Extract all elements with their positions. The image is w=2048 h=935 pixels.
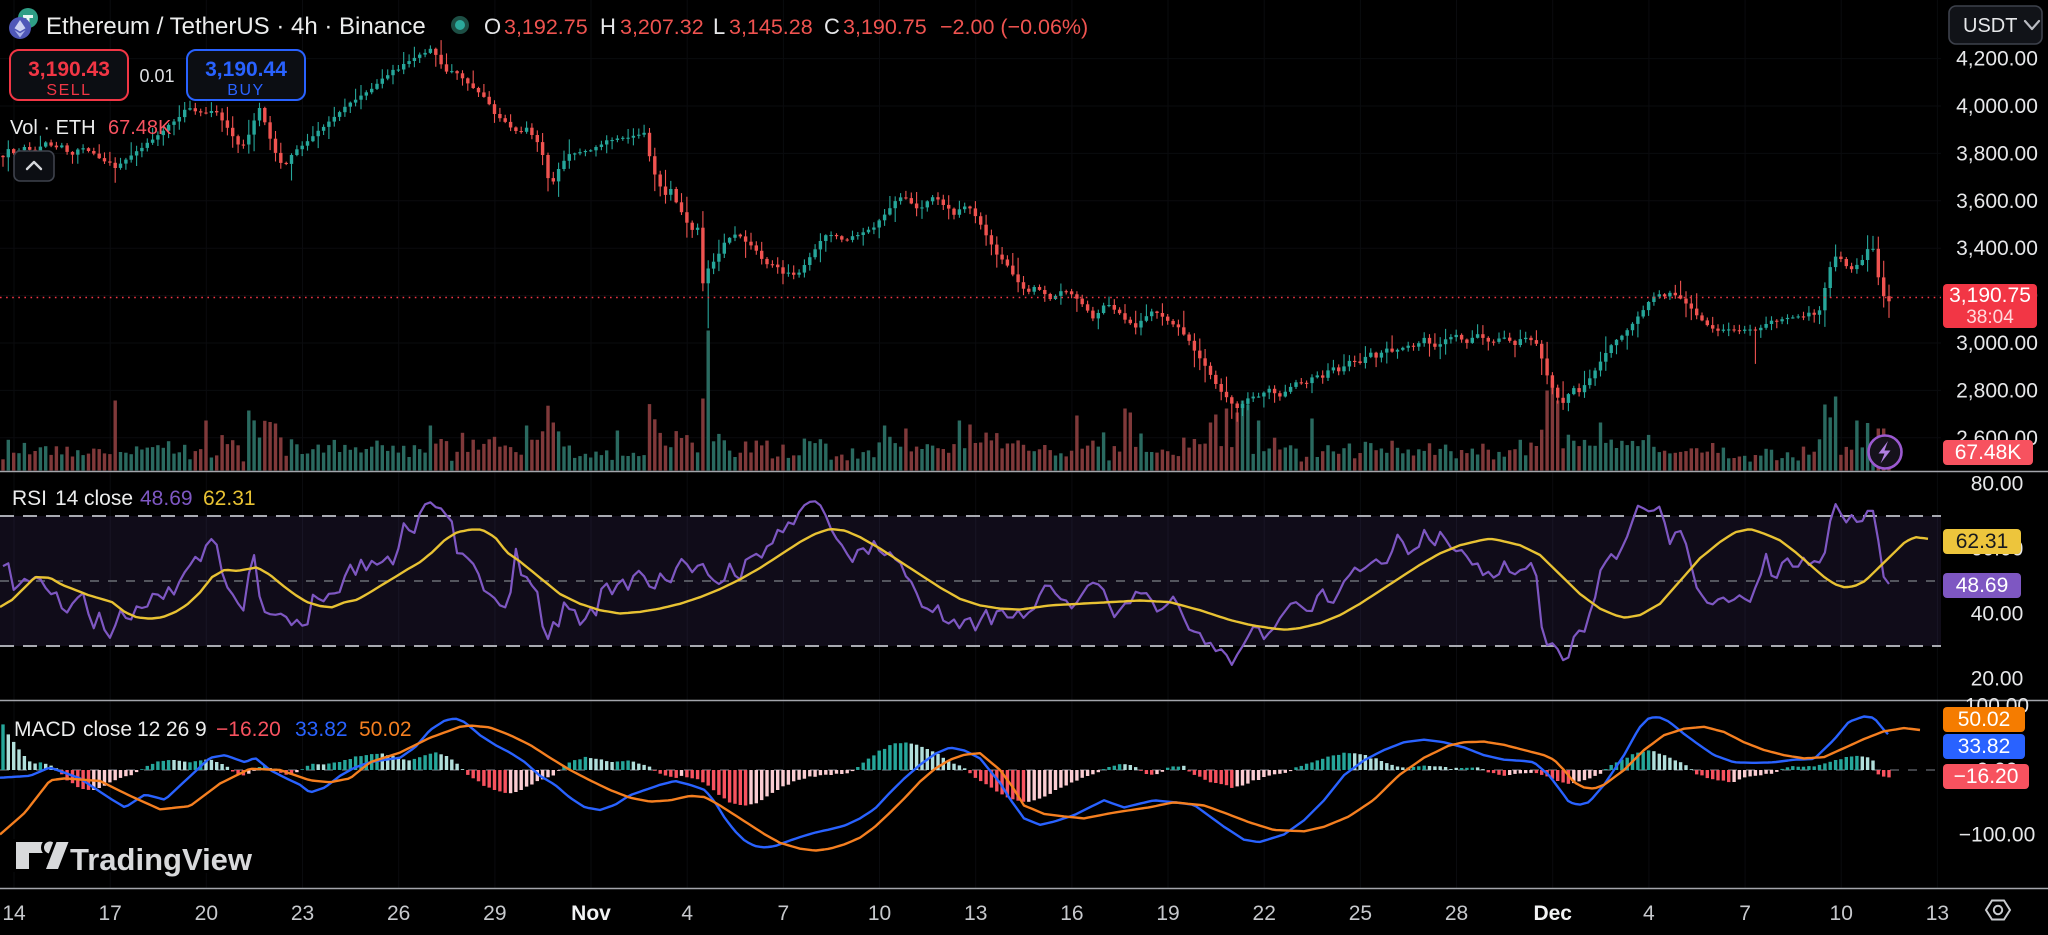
svg-text:2,800.00: 2,800.00 [1956,379,2038,402]
svg-text:26: 26 [166,718,189,741]
svg-text:13: 13 [1926,902,1949,925]
svg-text:17: 17 [98,902,121,925]
svg-text:7: 7 [1739,902,1751,925]
svg-text:67.48K: 67.48K [108,117,172,139]
svg-text:−100.00: −100.00 [1959,824,2036,847]
svg-text:MACD: MACD [14,718,76,741]
svg-text:33.82: 33.82 [295,718,348,741]
svg-text:3,207.32: 3,207.32 [620,15,704,39]
svg-text:12: 12 [137,718,160,741]
svg-text:BUY: BUY [227,82,264,99]
svg-text:4,000.00: 4,000.00 [1956,95,2038,118]
svg-text:SELL: SELL [46,82,91,99]
svg-text:3,190.44: 3,190.44 [205,58,287,81]
svg-text:3,145.28: 3,145.28 [729,15,813,39]
svg-text:48.69: 48.69 [140,487,193,510]
svg-text:50.02: 50.02 [359,718,412,741]
svg-text:22: 22 [1253,902,1276,925]
svg-text:H: H [600,14,616,39]
svg-text:−16.20: −16.20 [1954,765,2019,788]
svg-text:33.82: 33.82 [1958,735,2011,758]
svg-text:7: 7 [778,902,790,925]
svg-text:3,190.43: 3,190.43 [28,58,110,81]
svg-text:4: 4 [681,902,693,925]
svg-text:3,400.00: 3,400.00 [1956,237,2038,260]
svg-text:Vol · ETH: Vol · ETH [10,117,96,139]
svg-text:40.00: 40.00 [1971,603,2024,626]
svg-text:4: 4 [1643,902,1655,925]
svg-text:−2.00 (−0.06%): −2.00 (−0.06%) [940,15,1088,39]
svg-text:62.31: 62.31 [203,487,256,510]
svg-text:O: O [484,14,501,39]
svg-text:29: 29 [483,902,506,925]
svg-text:TradingView: TradingView [70,842,253,877]
svg-text:80.00: 80.00 [1971,473,2024,496]
svg-text:16: 16 [1060,902,1083,925]
svg-text:14: 14 [55,487,79,510]
svg-text:Ethereum / TetherUS · 4h · Bin: Ethereum / TetherUS · 4h · Binance [46,13,426,40]
svg-text:28: 28 [1445,902,1468,925]
svg-text:23: 23 [291,902,314,925]
svg-text:3,190.75: 3,190.75 [843,15,927,39]
svg-text:19: 19 [1156,902,1179,925]
svg-text:3,192.75: 3,192.75 [504,15,588,39]
svg-text:62.31: 62.31 [1956,530,2009,553]
svg-text:20.00: 20.00 [1971,668,2024,691]
svg-text:close: close [84,487,133,510]
svg-text:10: 10 [868,902,891,925]
svg-text:−16.20: −16.20 [216,718,281,741]
svg-text:C: C [824,14,840,39]
svg-text:RSI: RSI [12,487,47,510]
svg-text:Nov: Nov [571,902,611,925]
svg-text:14: 14 [2,902,26,925]
svg-text:50.02: 50.02 [1958,708,2011,731]
svg-text:3,800.00: 3,800.00 [1956,142,2038,165]
svg-text:13: 13 [964,902,987,925]
svg-text:38:04: 38:04 [1966,307,2014,328]
svg-text:25: 25 [1349,902,1372,925]
svg-text:4,200.00: 4,200.00 [1956,48,2038,71]
svg-text:26: 26 [387,902,410,925]
svg-text:Dec: Dec [1533,902,1572,925]
svg-text:9: 9 [195,718,207,741]
svg-text:48.69: 48.69 [1956,574,2009,597]
svg-text:3,600.00: 3,600.00 [1956,190,2038,213]
svg-text:3,000.00: 3,000.00 [1956,332,2038,355]
svg-text:0.01: 0.01 [139,66,174,86]
svg-text:L: L [713,14,725,39]
svg-text:3,190.75: 3,190.75 [1949,284,2031,307]
svg-text:10: 10 [1830,902,1853,925]
svg-text:close: close [83,718,132,741]
svg-text:67.48K: 67.48K [1955,441,2022,464]
svg-text:USDT: USDT [1963,15,2017,37]
svg-text:20: 20 [195,902,218,925]
